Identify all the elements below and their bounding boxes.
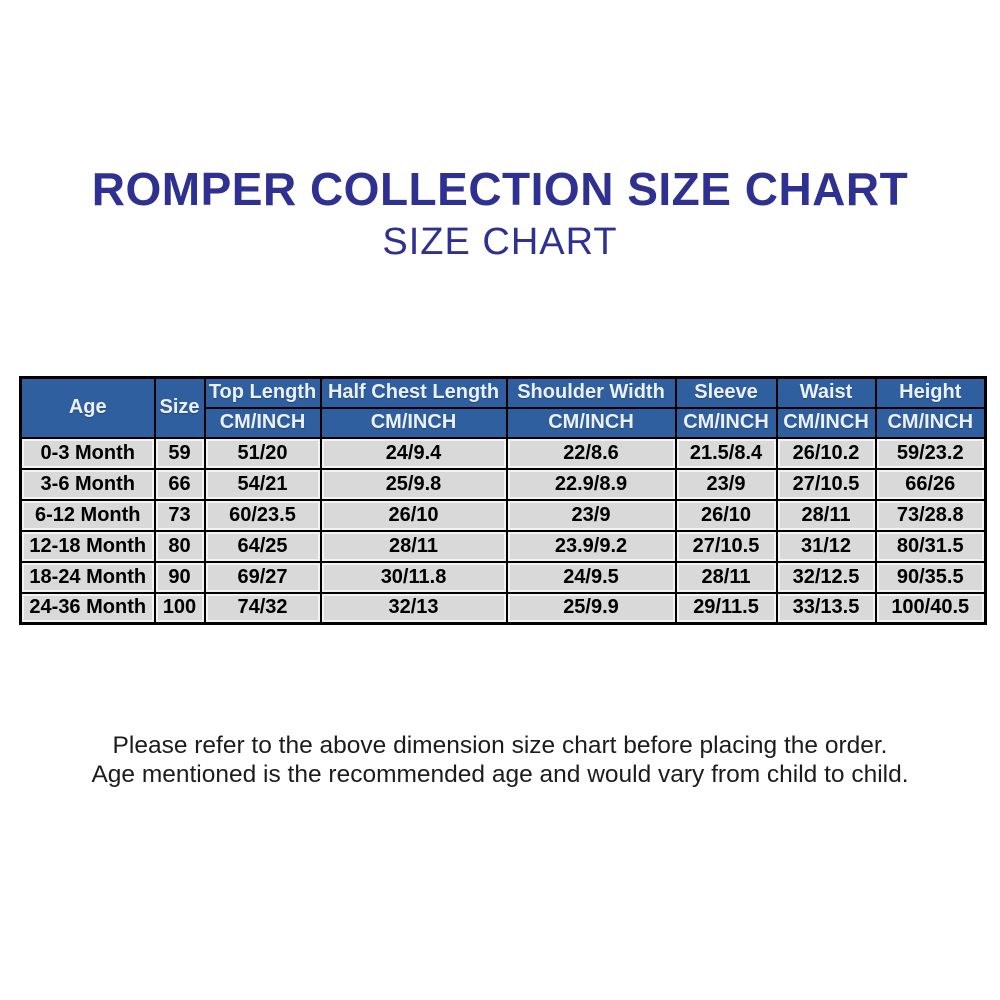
measurement-cell: 28/11 xyxy=(674,560,778,594)
table-row: 6-12 Month 73 60/23.5 26/10 23/9 26/10 28/11 73… xyxy=(19,498,987,532)
column-header-half-chest-length: Half Chest Length xyxy=(319,376,508,409)
measurement-cell: 90/35.5 xyxy=(874,560,987,594)
table-row: 12-18 Month 80 64/25 28/11 23.9/9.2 27/10.5 31… xyxy=(19,529,987,563)
measurement-cell: 27/10.5 xyxy=(775,467,877,501)
measurement-cell: 74/32 xyxy=(203,591,322,625)
measurement-cell: 24/9.4 xyxy=(319,436,508,470)
measurement-cell: 27/10.5 xyxy=(674,529,778,563)
table-row: 18-24 Month 90 69/27 30/11.8 24/9.5 28/11 32/1… xyxy=(19,560,987,594)
measurement-cell: 25/9.8 xyxy=(319,467,508,501)
measurement-cell: 32/13 xyxy=(319,591,508,625)
column-unit-shoulder-width: CM/INCH xyxy=(505,406,677,439)
column-header-sleeve: Sleeve xyxy=(674,376,778,409)
table-row: 0-3 Month 59 51/20 24/9.4 22/8.6 21.5/8.4 26/1… xyxy=(19,436,987,470)
column-header-waist: Waist xyxy=(775,376,877,409)
measurement-cell: 32/12.5 xyxy=(775,560,877,594)
table-row: 3-6 Month 66 54/21 25/9.8 22.9/8.9 23/9 27/10.… xyxy=(19,467,987,501)
measurement-cell: 73 xyxy=(153,498,206,532)
measurement-cell: 90 xyxy=(153,560,206,594)
column-header-age: Age xyxy=(19,376,156,439)
measurement-cell: 26/10 xyxy=(674,498,778,532)
measurement-cell: 51/20 xyxy=(203,436,322,470)
measurement-cell: 26/10 xyxy=(319,498,508,532)
age-cell: 3-6 Month xyxy=(19,467,156,501)
measurement-cell: 23/9 xyxy=(674,467,778,501)
measurement-cell: 73/28.8 xyxy=(874,498,987,532)
column-unit-top-length: CM/INCH xyxy=(203,406,322,439)
age-cell: 12-18 Month xyxy=(19,529,156,563)
measurement-cell: 22.9/8.9 xyxy=(505,467,677,501)
measurement-cell: 23.9/9.2 xyxy=(505,529,677,563)
measurement-cell: 59/23.2 xyxy=(874,436,987,470)
measurement-cell: 29/11.5 xyxy=(674,591,778,625)
measurement-cell: 59 xyxy=(153,436,206,470)
disclaimer-line-1: Please refer to the above dimension size… xyxy=(112,732,888,759)
measurement-cell: 23/9 xyxy=(505,498,677,532)
column-unit-height: CM/INCH xyxy=(874,406,987,439)
age-cell: 24-36 Month xyxy=(19,591,156,625)
measurement-cell: 66 xyxy=(153,467,206,501)
measurement-cell: 54/21 xyxy=(203,467,322,501)
measurement-cell: 30/11.8 xyxy=(319,560,508,594)
measurement-cell: 31/12 xyxy=(775,529,877,563)
measurement-cell: 60/23.5 xyxy=(203,498,322,532)
measurement-cell: 80/31.5 xyxy=(874,529,987,563)
column-header-shoulder-width: Shoulder Width xyxy=(505,376,677,409)
measurement-cell: 22/8.6 xyxy=(505,436,677,470)
measurement-cell: 33/13.5 xyxy=(775,591,877,625)
size-table: Age Size Top Length Half Chest Length Should… xyxy=(19,376,987,625)
measurement-cell: 64/25 xyxy=(203,529,322,563)
column-unit-waist: CM/INCH xyxy=(775,406,877,439)
measurement-cell: 25/9.9 xyxy=(505,591,677,625)
age-cell: 6-12 Month xyxy=(19,498,156,532)
disclaimer-line-2: Age mentioned is the recommended age and… xyxy=(91,761,909,788)
measurement-cell: 24/9.5 xyxy=(505,560,677,594)
measurement-cell: 80 xyxy=(153,529,206,563)
table-row: 24-36 Month 100 74/32 32/13 25/9.9 29/11.5 33/… xyxy=(19,591,987,625)
measurement-cell: 26/10.2 xyxy=(775,436,877,470)
page-subtitle: SIZE CHART xyxy=(382,221,618,263)
page-title: ROMPER COLLECTION SIZE CHART xyxy=(91,163,909,215)
disclaimer-note: Please refer to the above dimension size… xyxy=(0,731,1000,789)
measurement-cell: 100 xyxy=(153,591,206,625)
measurement-cell: 28/11 xyxy=(319,529,508,563)
measurement-cell: 21.5/8.4 xyxy=(674,436,778,470)
measurement-cell: 66/26 xyxy=(874,467,987,501)
column-header-size: Size xyxy=(153,376,206,439)
measurement-cell: 28/11 xyxy=(775,498,877,532)
age-cell: 0-3 Month xyxy=(19,436,156,470)
age-cell: 18-24 Month xyxy=(19,560,156,594)
column-header-top-length: Top Length xyxy=(203,376,322,409)
measurement-cell: 100/40.5 xyxy=(874,591,987,625)
column-header-height: Height xyxy=(874,376,987,409)
size-table-container: Age Size Top Length Half Chest Length Should… xyxy=(19,376,987,625)
column-unit-sleeve: CM/INCH xyxy=(674,406,778,439)
measurement-cell: 69/27 xyxy=(203,560,322,594)
column-unit-half-chest-length: CM/INCH xyxy=(319,406,508,439)
